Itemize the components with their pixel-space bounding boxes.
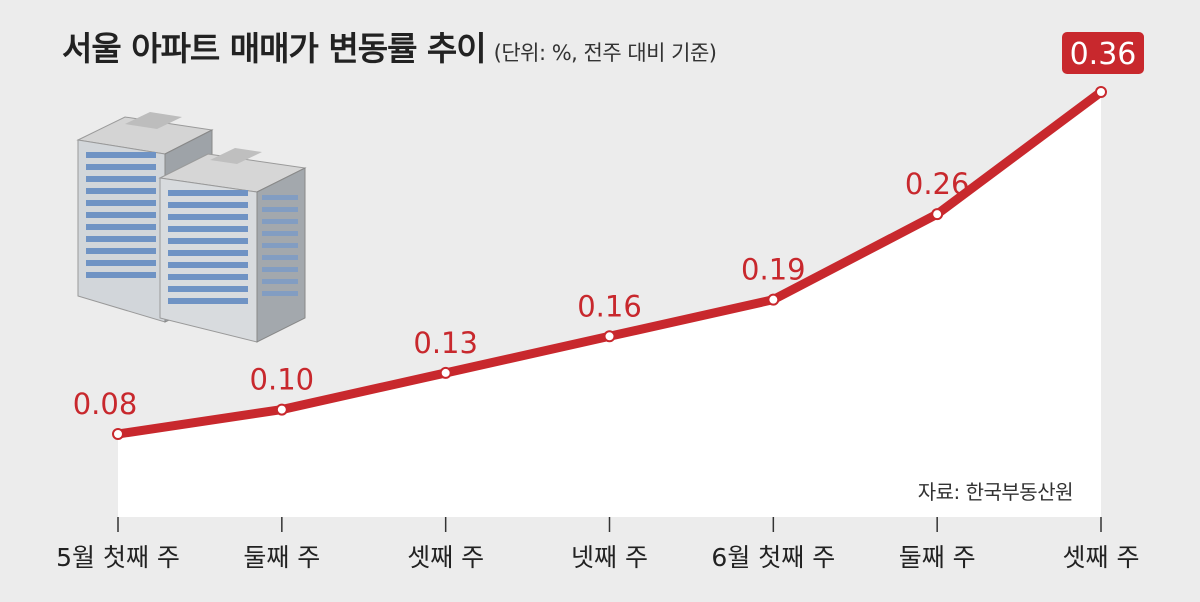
data-label: 0.16 xyxy=(577,289,642,323)
data-point xyxy=(439,366,452,379)
x-tick-label: 5월 첫째 주 xyxy=(56,543,180,572)
highlight-value-badge: 0.36 xyxy=(1062,32,1144,74)
apartment-buildings-icon xyxy=(76,112,307,343)
x-tick-label: 셋째 주 xyxy=(407,543,484,572)
source-note: 자료: 한국부동산원 xyxy=(917,480,1074,504)
data-point xyxy=(275,403,288,416)
x-tick-label: 넷째 주 xyxy=(571,543,648,572)
data-label: 0.13 xyxy=(413,326,478,360)
data-label: 0.36 xyxy=(1070,37,1137,72)
data-point xyxy=(112,428,124,440)
chart-subtitle: (단위: %, 전주 대비 기준) xyxy=(493,41,717,65)
data-point xyxy=(767,293,780,306)
x-tick-label: 셋째 주 xyxy=(1063,543,1140,572)
badge-box xyxy=(1062,32,1144,74)
area-fill xyxy=(118,92,1101,517)
x-tick-label: 6월 첫째 주 xyxy=(711,543,835,572)
data-label: 0.08 xyxy=(73,387,138,421)
data-point xyxy=(931,208,944,221)
data-label: 0.10 xyxy=(250,363,315,397)
x-tick-label: 둘째 주 xyxy=(899,543,976,572)
data-point xyxy=(603,330,616,343)
data-point xyxy=(1095,86,1107,98)
title-row: 서울 아파트 매매가 변동률 추이 (단위: %, 전주 대비 기준) xyxy=(62,22,717,70)
chart-title: 서울 아파트 매매가 변동률 추이 xyxy=(62,29,487,68)
data-label: 0.19 xyxy=(741,253,806,287)
data-label: 0.26 xyxy=(905,167,970,201)
x-tick-label: 둘째 주 xyxy=(243,543,320,572)
